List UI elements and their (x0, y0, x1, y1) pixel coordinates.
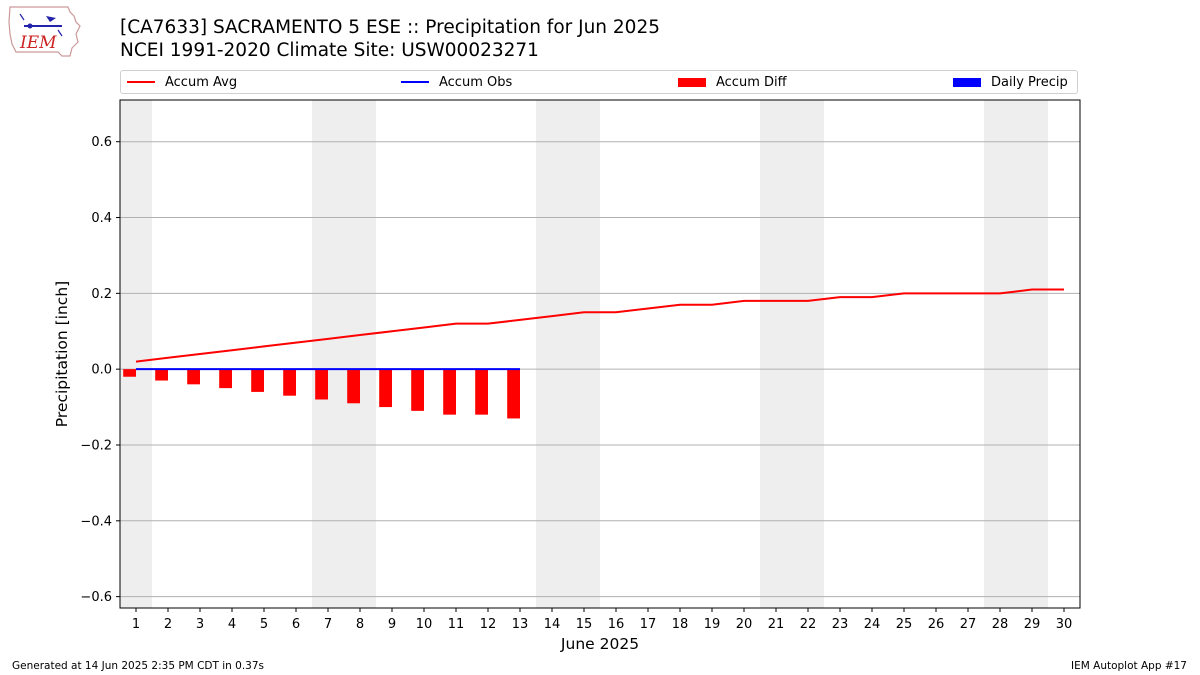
chart-title: [CA7633] SACRAMENTO 5 ESE :: Precipitati… (120, 17, 660, 38)
svg-text:IEM: IEM (19, 33, 57, 53)
accum-diff-bar (507, 369, 520, 419)
plot-frame (119, 99, 1081, 609)
x-tick-label: 13 (512, 617, 529, 632)
x-tick-label: 23 (832, 617, 849, 632)
accum-diff-bar (443, 369, 456, 415)
legend-label: Accum Avg (165, 74, 238, 90)
accum-diff-bar (315, 369, 328, 400)
x-tick-label: 20 (736, 617, 753, 632)
legend-label: Daily Precip (991, 74, 1068, 90)
x-tick-label: 19 (704, 617, 721, 632)
y-tick-label: 0.6 (91, 135, 112, 150)
x-tick-label: 10 (416, 617, 433, 632)
x-tick-label: 30 (1056, 617, 1073, 632)
x-tick-label: 5 (260, 617, 268, 632)
accum-diff-bar (379, 369, 392, 408)
x-tick-label: 14 (544, 617, 561, 632)
accum-avg-line (135, 288, 1064, 363)
weekend-shade (984, 100, 1048, 608)
generated-timestamp: Generated at 14 Jun 2025 2:35 PM CDT in … (12, 660, 265, 672)
x-tick-label: 24 (864, 617, 881, 632)
x-axis-label: June 2025 (560, 635, 639, 653)
x-tick-label: 17 (640, 617, 657, 632)
x-tick-label: 11 (448, 617, 465, 632)
x-tick-label: 6 (292, 617, 300, 632)
iem-logo: IEM (8, 6, 81, 57)
legend-item: Daily Precip (953, 71, 1068, 93)
weekend-shade (312, 100, 376, 608)
x-tick-label: 12 (480, 617, 497, 632)
x-tick-label: 15 (576, 617, 593, 632)
x-tick-label: 2 (164, 617, 172, 632)
y-tick-label: 0.0 (91, 363, 112, 378)
legend-swatch (678, 77, 706, 87)
x-tick-label: 3 (196, 617, 204, 632)
accum-diff-bar (251, 369, 264, 392)
x-tick-label: 26 (928, 617, 945, 632)
weekend-shade (536, 100, 600, 608)
x-tick-label: 27 (960, 617, 977, 632)
accum-diff-bar (187, 369, 200, 385)
legend-swatch (953, 77, 981, 87)
weekend-shade (760, 100, 824, 608)
legend-swatch (127, 81, 155, 83)
accum-diff-bar (347, 369, 360, 404)
chart-subtitle: NCEI 1991-2020 Climate Site: USW00023271 (120, 40, 539, 61)
x-tick-label: 7 (324, 617, 332, 632)
accum-diff-bar (123, 369, 136, 377)
legend-item: Accum Diff (678, 71, 787, 93)
accum-diff-bar (155, 369, 168, 381)
legend-swatch (401, 81, 429, 83)
y-tick-label: −0.4 (80, 514, 112, 529)
legend-label: Accum Obs (439, 74, 513, 90)
y-axis-label: Precipitation [inch] (53, 281, 71, 427)
x-tick-label: 28 (992, 617, 1009, 632)
x-tick-label: 18 (672, 617, 689, 632)
x-tick-label: 25 (896, 617, 913, 632)
y-tick-label: 0.2 (91, 287, 112, 302)
x-tick-label: 4 (228, 617, 236, 632)
legend-item: Accum Avg (127, 71, 237, 93)
x-tick-label: 29 (1024, 617, 1041, 632)
x-tick-label: 8 (356, 617, 364, 632)
app-credit: IEM Autoplot App #17 (1071, 660, 1187, 672)
legend-label: Accum Diff (716, 74, 787, 90)
y-tick-label: 0.4 (91, 211, 112, 226)
accum-diff-bar (219, 369, 232, 389)
y-tick-label: −0.6 (80, 590, 112, 605)
legend-item: Accum Obs (401, 71, 512, 93)
accum-diff-bar (411, 369, 424, 411)
accum-diff-bar (283, 369, 296, 396)
x-tick-label: 1 (132, 617, 140, 632)
chart-legend: Accum Avg Accum Obs Accum Diff Daily Precip (120, 70, 1078, 94)
x-tick-label: 22 (800, 617, 817, 632)
accum-diff-bar (475, 369, 488, 415)
x-tick-label: 9 (388, 617, 396, 632)
y-tick-label: −0.2 (80, 438, 112, 453)
weekend-shade (120, 100, 152, 608)
x-tick-label: 21 (768, 617, 785, 632)
x-tick-label: 16 (608, 617, 625, 632)
